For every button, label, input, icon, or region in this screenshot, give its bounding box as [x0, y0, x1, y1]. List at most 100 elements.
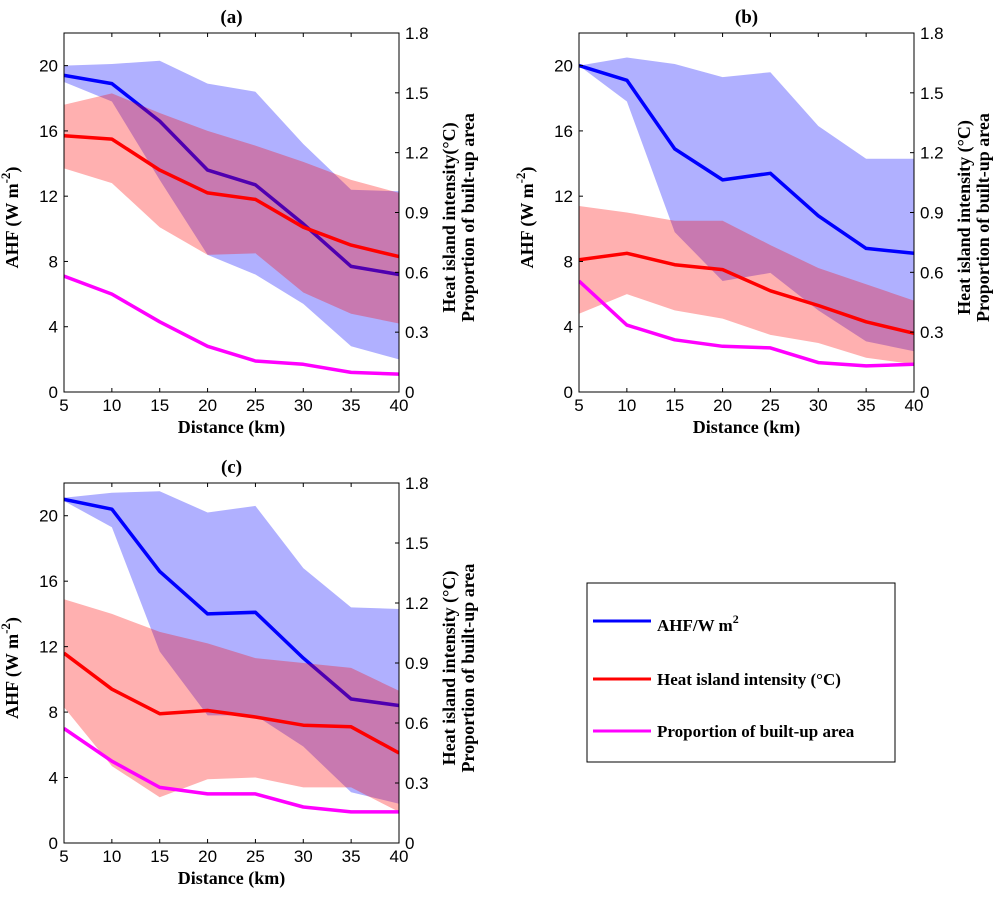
- panel-title: (c): [221, 457, 242, 478]
- legend-label-heat-island: Heat island intensity (°C): [657, 670, 841, 689]
- x-tick-label: 40: [390, 396, 409, 415]
- y-tick-label: 12: [39, 638, 58, 657]
- legend-label-built-up: Proportion of built-up area: [657, 722, 855, 741]
- y-axis-label-sup: -2: [513, 173, 528, 184]
- x-tick-label: 10: [102, 847, 121, 866]
- line-heat-island: [64, 134, 399, 259]
- chart-panel-b: 5 10 15 20 25 30 35 4004812162000.30.60.91.21.5…: [513, 7, 993, 438]
- x-tick-label: 5: [59, 396, 68, 415]
- panel-title: (b): [735, 7, 758, 28]
- chart-panel-c: 5 10 15 20 25 30 35 4004812162000.30.60.91.21.5…: [0, 457, 478, 889]
- x-tick-label: 10: [102, 396, 121, 415]
- y-tick-label: 12: [554, 187, 573, 206]
- x-tick-label: 20: [198, 396, 217, 415]
- y2-tick-label: 0.3: [405, 323, 429, 342]
- y-tick-label: 4: [49, 318, 58, 337]
- y-axis-label-sup: -2: [0, 173, 13, 184]
- x-tick-label: 40: [390, 847, 409, 866]
- y2-tick-label: 0: [920, 383, 929, 402]
- y2-tick-label: 1.5: [405, 84, 429, 103]
- y-tick-label: 0: [49, 383, 58, 402]
- x-tick-label: 35: [342, 396, 361, 415]
- band-ahf: [64, 60, 399, 360]
- x-tick-label: 5: [59, 847, 68, 866]
- line-heat-island: [579, 251, 914, 336]
- x-tick-label: 30: [809, 396, 828, 415]
- x-tick-label: 25: [246, 847, 265, 866]
- y-tick-label: 20: [554, 57, 573, 76]
- y-axis-label-main: AHF (W m: [2, 183, 23, 268]
- y-axis-label-main: AHF (W m: [517, 183, 538, 268]
- panel-title: (a): [220, 7, 242, 28]
- line-ahf: [64, 73, 399, 277]
- y2-tick-label: 0.6: [405, 263, 429, 282]
- x-tick-label: 5: [574, 396, 583, 415]
- y2-tick-label: 0.9: [920, 204, 944, 223]
- y-tick-label: 8: [564, 252, 573, 271]
- x-tick-label: 20: [198, 847, 217, 866]
- y2-tick-label: 0.3: [405, 774, 429, 793]
- y2-tick-label: 1.8: [920, 24, 944, 43]
- y2-tick-label: 1.8: [405, 474, 429, 493]
- y2-tick-label: 0: [405, 834, 414, 853]
- y-axis-label-close: ): [2, 167, 23, 173]
- x-tick-label: 35: [857, 396, 876, 415]
- y2-axis-label-line1: Heat island intensity (°C): [954, 120, 975, 315]
- y-axis-label: AHF (W m-2): [0, 167, 23, 269]
- y2-tick-label: 0.6: [920, 263, 944, 282]
- band-heat-island: [579, 206, 914, 365]
- plot-area: [64, 60, 399, 376]
- y-tick-label: 4: [564, 318, 573, 337]
- y-tick-label: 0: [49, 834, 58, 853]
- y-tick-label: 0: [564, 383, 573, 402]
- y-tick-label: 16: [39, 122, 58, 141]
- y2-axis-label-line1: Heat island intensity(°C): [439, 122, 460, 312]
- y-tick-label: 4: [49, 769, 58, 788]
- y-tick-label: 8: [49, 252, 58, 271]
- y2-axis-label-line1: Heat island intensity (°C): [439, 571, 460, 766]
- y-tick-label: 8: [49, 703, 58, 722]
- line-ahf: [64, 497, 399, 708]
- y2-tick-label: 1.2: [920, 144, 944, 163]
- y-tick-label: 20: [39, 507, 58, 526]
- y-tick-label: 12: [39, 187, 58, 206]
- chart-panel-a: 5 10 15 20 25 30 35 4004812162000.30.60.91.21.5…: [0, 7, 478, 438]
- y2-axis-label-line2: Proportion of built-up area: [458, 113, 478, 322]
- y-axis-label-close: ): [517, 167, 538, 173]
- legend-label-ahf: AHF/W m2: [657, 612, 739, 635]
- y2-axis-label-line2: Proportion of built-up area: [458, 564, 478, 773]
- x-tick-label: 10: [617, 396, 636, 415]
- y-axis-label-sup: -2: [0, 623, 13, 634]
- y-axis-label-close: ): [2, 617, 23, 623]
- band-heat-island: [64, 93, 399, 324]
- y2-tick-label: 1.2: [405, 594, 429, 613]
- line-ahf: [579, 63, 914, 256]
- x-tick-label: 15: [150, 847, 169, 866]
- line-built-up: [579, 279, 914, 368]
- line-built-up: [64, 274, 399, 376]
- band-heat-island: [64, 599, 399, 812]
- x-tick-label: 35: [342, 847, 361, 866]
- line-built-up: [64, 727, 399, 814]
- x-axis-label: Distance (km): [178, 417, 285, 438]
- legend: AHF/W m2 Heat island intensity (°C) Prop…: [586, 582, 896, 763]
- y2-tick-label: 1.2: [405, 144, 429, 163]
- x-tick-label: 25: [246, 396, 265, 415]
- y2-tick-label: 0.9: [405, 204, 429, 223]
- x-tick-label: 30: [294, 847, 313, 866]
- y-tick-label: 20: [39, 57, 58, 76]
- y2-tick-label: 0.6: [405, 714, 429, 733]
- y2-tick-label: 1.5: [920, 84, 944, 103]
- plot-area: [64, 491, 399, 814]
- x-tick-label: 40: [905, 396, 924, 415]
- line-heat-island: [64, 651, 399, 755]
- x-tick-label: 20: [713, 396, 732, 415]
- y2-tick-label: 0.9: [405, 654, 429, 673]
- y-axis-label: AHF (W m-2): [0, 617, 23, 719]
- x-tick-label: 15: [150, 396, 169, 415]
- y-axis-label: AHF (W m-2): [513, 167, 538, 269]
- x-axis-label: Distance (km): [693, 417, 800, 438]
- x-tick-label: 15: [665, 396, 684, 415]
- y2-axis-label-line2: Proportion of built-up area: [973, 113, 993, 322]
